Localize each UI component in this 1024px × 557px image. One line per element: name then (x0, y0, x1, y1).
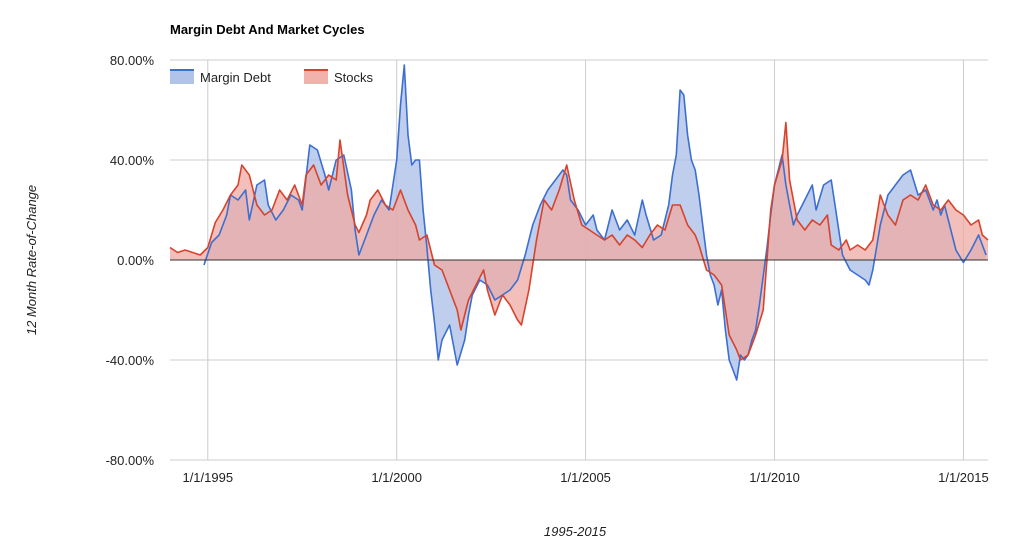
area-stocks (170, 122, 988, 360)
x-tick-label: 1/1/2005 (560, 470, 611, 485)
series-lines (169, 64, 989, 381)
x-tick-label: 1/1/2000 (371, 470, 422, 485)
y-tick-label: -80.00% (106, 453, 155, 468)
y-tick-label: 80.00% (110, 53, 155, 68)
legend-swatch-margin-debt (170, 70, 194, 84)
legend-label-stocks: Stocks (334, 70, 374, 85)
y-tick-label: -40.00% (106, 353, 155, 368)
legend-swatch-stocks (304, 70, 328, 84)
x-tick-label: 1/1/2010 (749, 470, 800, 485)
x-axis-label: 1995-2015 (544, 524, 607, 539)
series-areas (170, 65, 988, 380)
y-axis-label: 12 Month Rate-of-Change (24, 185, 39, 335)
legend-label-margin-debt: Margin Debt (200, 70, 271, 85)
y-tick-label: 0.00% (117, 253, 154, 268)
line-stocks (169, 121, 989, 361)
y-tick-label: 40.00% (110, 153, 155, 168)
x-tick-label: 1/1/2015 (938, 470, 989, 485)
line-margin-debt (203, 64, 987, 381)
x-axis-tick-labels: 1/1/1995 1/1/2000 1/1/2005 1/1/2010 1/1/2015 (182, 470, 988, 485)
y-axis-tick-labels: 80.00% 40.00% 0.00% -40.00% -80.00% (106, 53, 155, 468)
x-tick-label: 1/1/1995 (182, 470, 233, 485)
chart-legend: Margin Debt Stocks (170, 69, 374, 85)
chart-title: Margin Debt And Market Cycles (170, 22, 365, 37)
